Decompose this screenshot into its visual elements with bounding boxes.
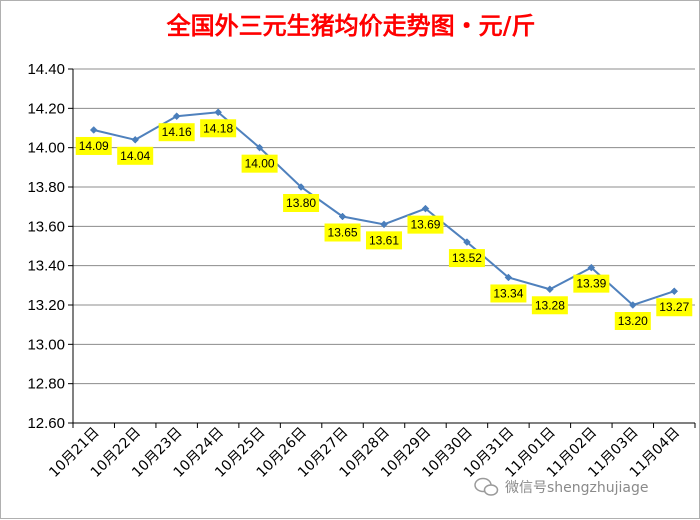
- data-label: 14.04: [120, 149, 150, 163]
- data-point: [546, 285, 554, 294]
- data-point: [131, 135, 140, 144]
- data-point: [255, 143, 264, 152]
- y-tick-label: 12.60: [27, 415, 65, 432]
- data-label-bg: [75, 136, 112, 155]
- data-label: 14.00: [245, 157, 275, 171]
- data-label-bg: [407, 215, 444, 234]
- watermark-text: 微信号shengzhujiage: [505, 480, 649, 496]
- data-label: 13.80: [286, 196, 316, 210]
- x-axis-ticks: 10月21日10月22日10月23日10月24日10月25日10月26日10月2…: [46, 425, 683, 481]
- data-point: [338, 212, 347, 221]
- data-label-bg: [448, 249, 485, 268]
- data-label-bg: [490, 284, 527, 303]
- data-label: 13.52: [452, 251, 482, 265]
- data-label-bg: [158, 123, 195, 142]
- y-tick-label: 13.60: [27, 218, 65, 235]
- chart-title: 全国外三元生猪均价走势图・元/斤: [166, 11, 536, 40]
- y-tick-label: 13.80: [27, 179, 65, 196]
- data-label-bg: [324, 223, 361, 242]
- data-point: [504, 273, 513, 282]
- data-point: [670, 287, 679, 296]
- data-label: 14.16: [162, 125, 192, 139]
- data-label: 14.09: [79, 139, 109, 153]
- watermark: 微信号shengzhujiage: [474, 477, 649, 496]
- data-point: [463, 238, 471, 246]
- data-label-bg: [531, 296, 568, 315]
- data-point: [380, 220, 388, 229]
- data-label-bg: [366, 231, 402, 250]
- data-label: 13.28: [535, 298, 565, 312]
- data-label: 13.20: [618, 314, 648, 328]
- data-label: 13.65: [328, 226, 358, 240]
- y-tick-label: 13.40: [27, 258, 65, 275]
- y-tick-label: 13.20: [27, 297, 65, 314]
- y-tick-label: 13.00: [27, 336, 65, 353]
- data-point: [172, 112, 181, 121]
- data-labels: 14.09 14.04 14.16 14.18 14.00 13.80 13.65 13.61…: [75, 119, 693, 330]
- y-tick-label: 14.20: [27, 100, 65, 117]
- data-label: 13.34: [493, 286, 523, 300]
- data-label-bg: [241, 154, 278, 173]
- data-point: [89, 126, 98, 134]
- data-label-bg: [573, 274, 610, 293]
- data-label: 14.18: [203, 121, 233, 135]
- data-label-bg: [283, 194, 320, 212]
- y-tick-label: 14.40: [27, 61, 65, 78]
- data-label: 13.39: [576, 277, 606, 291]
- data-label: 13.27: [659, 300, 689, 314]
- data-point: [214, 108, 222, 117]
- data-label-bg: [656, 298, 693, 317]
- wechat-icon: [474, 477, 499, 496]
- data-point: [421, 204, 430, 213]
- data-label-bg: [200, 119, 237, 138]
- data-point: [297, 183, 305, 191]
- data-label-bg: [117, 146, 154, 165]
- data-point: [628, 301, 637, 309]
- y-tick-label: 14.00: [27, 140, 65, 157]
- y-tick-label: 12.80: [27, 376, 65, 393]
- data-point: [587, 263, 596, 272]
- data-label: 13.61: [369, 233, 399, 247]
- data-label: 13.69: [410, 218, 440, 232]
- data-label-bg: [614, 312, 651, 330]
- y-axis-ticks: 14.40 14.20 14.00 13.80 13.60 13.40 13.20 13.00…: [27, 61, 65, 432]
- axes: [68, 68, 696, 428]
